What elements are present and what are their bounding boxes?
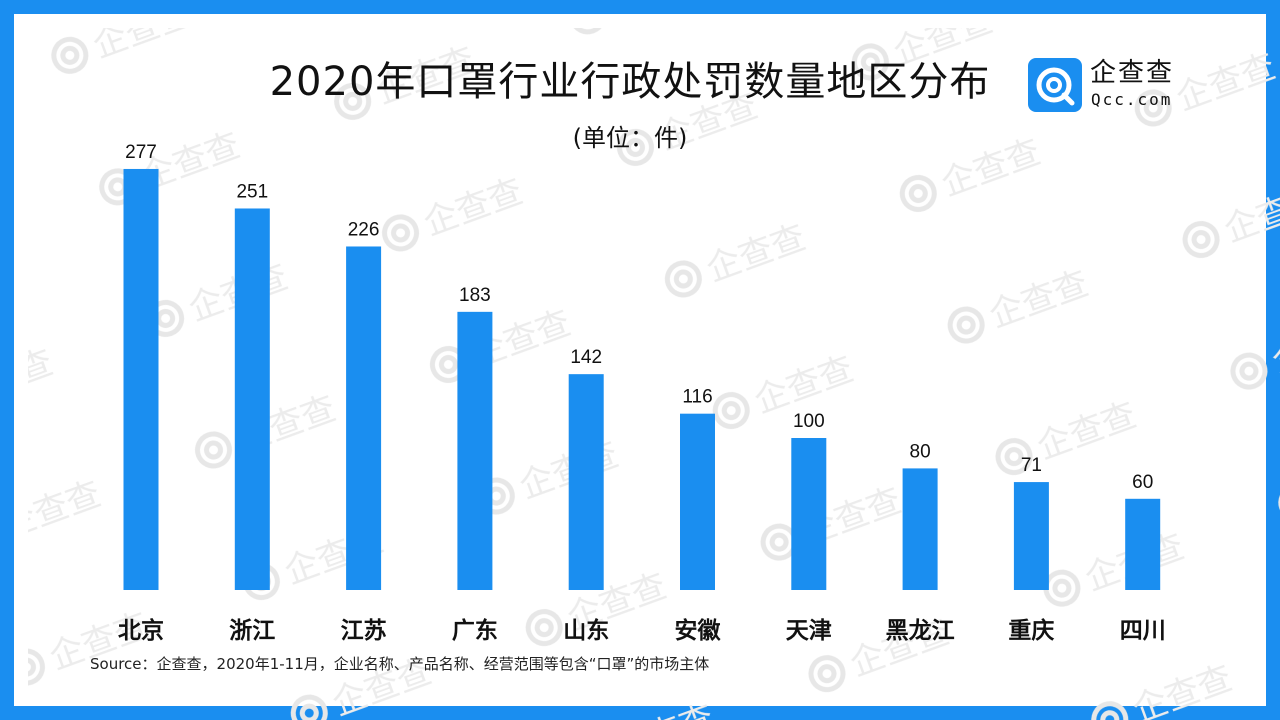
value-label-浙江: 251 (236, 181, 268, 202)
value-label-江苏: 226 (348, 219, 380, 240)
brand-name: 企查查 (1090, 58, 1175, 88)
qcc-logo-icon (1028, 58, 1082, 112)
category-label-黑龙江: 黑龙江 (886, 618, 955, 644)
bar-浙江 (234, 208, 270, 591)
category-label-四川: 四川 (1120, 618, 1166, 644)
value-label-天津: 100 (793, 411, 825, 432)
category-label-重庆: 重庆 (1008, 617, 1054, 644)
bar-安徽 (680, 413, 715, 590)
category-label-广东: 广东 (452, 617, 498, 644)
source-note: Source：企查查，2020年1-11月，企业名称、产品名称、经营范围等包含“… (90, 655, 710, 673)
category-label-天津: 天津 (786, 617, 832, 644)
chart-title: 2020年口罩行业行政处罚数量地区分布 (269, 59, 991, 105)
category-label-浙江: 浙江 (229, 618, 275, 644)
value-label-安徽: 116 (682, 387, 712, 408)
category-label-北京: 北京 (118, 617, 164, 644)
category-label-安徽: 安徽 (675, 617, 722, 644)
value-label-重庆: 71 (1021, 455, 1042, 476)
bar-江苏 (346, 246, 382, 591)
value-label-四川: 60 (1132, 472, 1153, 493)
category-label-山东: 山东 (563, 617, 609, 644)
bar-山东 (568, 374, 604, 590)
bar-北京 (123, 168, 159, 590)
value-label-山东: 142 (570, 347, 602, 368)
category-label-江苏: 江苏 (341, 618, 387, 644)
bar-四川 (1125, 498, 1161, 590)
bar-重庆 (1013, 482, 1049, 590)
value-label-广东: 183 (459, 285, 491, 306)
brand-domain: Qcc.com (1091, 90, 1173, 109)
chart-subtitle: (单位：件) (572, 124, 688, 152)
brand-logo: 企查查 Qcc.com (1028, 58, 1198, 114)
bar-天津 (791, 438, 827, 590)
bar-黑龙江 (902, 468, 938, 590)
value-label-黑龙江: 80 (910, 441, 931, 462)
bar-广东 (457, 311, 493, 590)
value-label-北京: 277 (125, 142, 157, 163)
